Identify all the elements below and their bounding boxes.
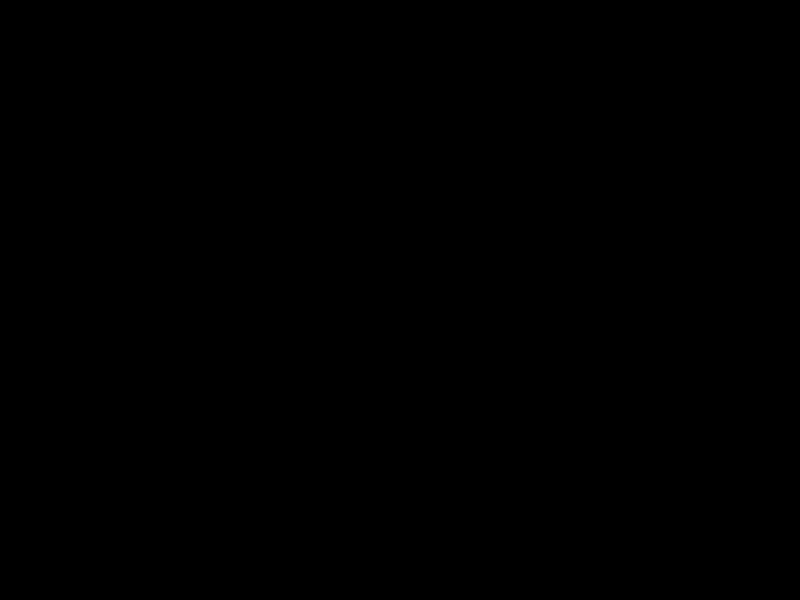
word-cloud bbox=[0, 0, 800, 600]
